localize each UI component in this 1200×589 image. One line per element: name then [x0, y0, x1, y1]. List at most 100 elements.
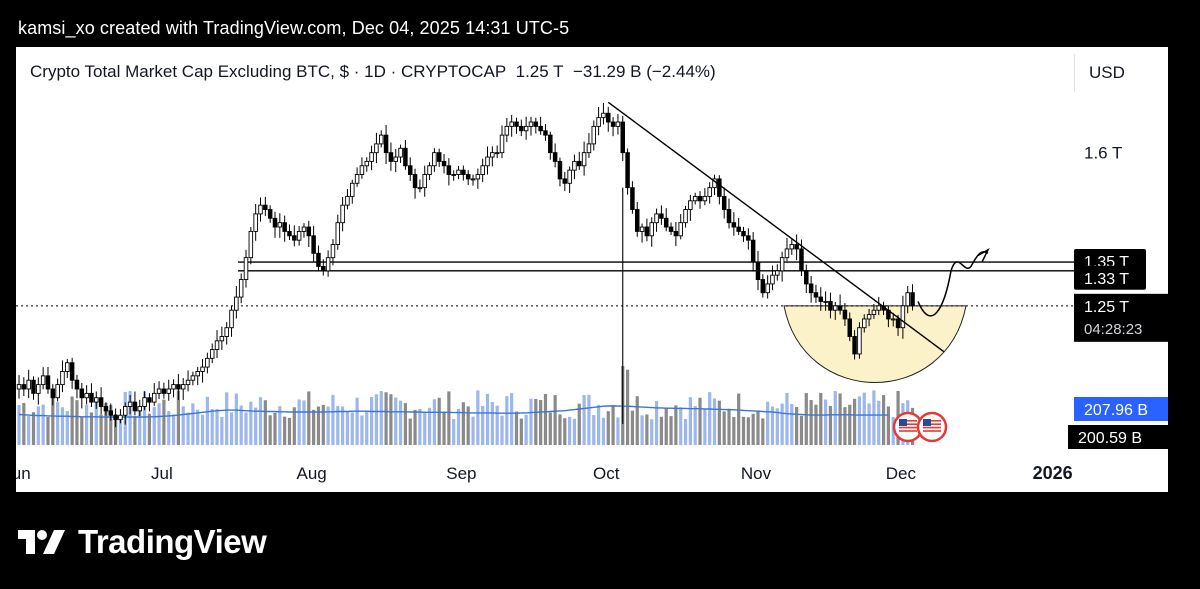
- volume-badge-label: 207.96 B: [1084, 402, 1148, 419]
- flag-canton: [899, 419, 907, 426]
- volume-bar: [258, 397, 263, 445]
- candle-body: [765, 283, 770, 294]
- candle-body: [156, 388, 162, 394]
- candle-body: [625, 152, 630, 189]
- volume-bar: [85, 404, 89, 445]
- candle-body: [470, 178, 476, 181]
- candle-body: [330, 244, 336, 259]
- volume-bar: [408, 418, 412, 445]
- candle-body: [345, 195, 350, 206]
- candle-body: [649, 222, 654, 237]
- candle-body: [620, 121, 626, 154]
- candle-body: [663, 217, 669, 228]
- candle-body: [514, 121, 519, 127]
- flag-stripe: [899, 420, 917, 422]
- price-change: −31.29 B (−2.44%): [572, 62, 716, 81]
- candle-body: [702, 195, 708, 202]
- volume-bar: [601, 417, 606, 445]
- volume-bar: [210, 409, 214, 445]
- candle-body: [770, 274, 775, 285]
- candle-body: [688, 200, 693, 210]
- volume-bar: [171, 414, 176, 445]
- candle-body: [359, 165, 365, 175]
- flag-stripe: [899, 430, 917, 432]
- candle-body: [60, 371, 65, 386]
- volume-bar: [674, 405, 678, 445]
- volume-bar: [384, 392, 388, 445]
- candle-body: [668, 226, 674, 232]
- volume-bar: [568, 416, 572, 445]
- candle-body: [417, 187, 423, 190]
- volume-bar: [529, 398, 533, 445]
- candle-body: [567, 169, 572, 184]
- volume-bar: [862, 392, 866, 445]
- candle-body: [804, 270, 809, 285]
- volume-bar: [471, 416, 475, 445]
- candle-body: [108, 410, 114, 416]
- candle-body: [272, 217, 278, 228]
- candle-body: [123, 406, 128, 416]
- candle-body: [828, 300, 833, 311]
- flag-stripe: [923, 420, 941, 422]
- candle-body: [876, 305, 881, 311]
- candle-body: [900, 305, 906, 329]
- volume-bar: [611, 405, 615, 445]
- candle-body: [707, 187, 712, 197]
- volume-bar: [114, 414, 118, 445]
- flag-stripe: [923, 423, 941, 425]
- volume-bar: [437, 397, 441, 445]
- candle-body: [678, 222, 683, 237]
- candle-body: [432, 152, 437, 167]
- volume-bar: [398, 400, 403, 445]
- candle-body: [79, 388, 85, 399]
- volume-bar: [485, 393, 490, 445]
- volume-bar: [519, 418, 523, 445]
- volume-bar: [683, 419, 688, 445]
- volume-bar: [703, 409, 707, 445]
- candle-body: [248, 230, 254, 259]
- volume-bar: [292, 407, 296, 445]
- volume-bar: [708, 392, 712, 445]
- volume-bar: [780, 403, 784, 445]
- candle-body: [538, 125, 543, 132]
- candle-body: [301, 226, 307, 232]
- currency-button[interactable]: USD: [1074, 54, 1164, 92]
- volume-bar: [490, 402, 494, 445]
- volume-bar: [645, 414, 649, 445]
- candle-body: [103, 406, 109, 412]
- volume-ma-line: [18, 405, 889, 418]
- volume-bar: [138, 406, 142, 445]
- candle-body: [398, 147, 403, 158]
- volume-bar: [418, 408, 422, 445]
- x-tick-label: Jun: [16, 464, 31, 483]
- candle-body: [842, 309, 848, 320]
- candle-body: [253, 213, 258, 232]
- candle-body: [606, 112, 611, 123]
- candle-body: [31, 379, 36, 394]
- volume-bar: [679, 407, 683, 445]
- volume-bar: [273, 412, 277, 445]
- volume-bar: [225, 392, 229, 445]
- flag-stripe: [899, 426, 917, 429]
- brand-name: TradingView: [78, 523, 267, 560]
- volume-bar: [881, 395, 886, 445]
- candle-countdown: 04:28:23: [1084, 321, 1142, 338]
- volume-bar: [244, 412, 248, 445]
- volume-bar: [234, 393, 238, 445]
- volume-bar: [176, 390, 180, 445]
- volume-bar: [128, 391, 132, 445]
- x-tick-label: Oct: [593, 464, 620, 483]
- volume-bar: [41, 404, 45, 445]
- candle-body: [321, 265, 326, 272]
- candle-body: [750, 239, 756, 263]
- candle-body: [161, 388, 167, 394]
- volume-bar: [220, 416, 224, 445]
- candle-body: [519, 125, 524, 132]
- flag-canton: [923, 419, 931, 426]
- candle-body: [717, 178, 722, 197]
- candle-body: [412, 174, 418, 189]
- candle-body: [238, 279, 244, 298]
- volume-bar: [877, 400, 881, 445]
